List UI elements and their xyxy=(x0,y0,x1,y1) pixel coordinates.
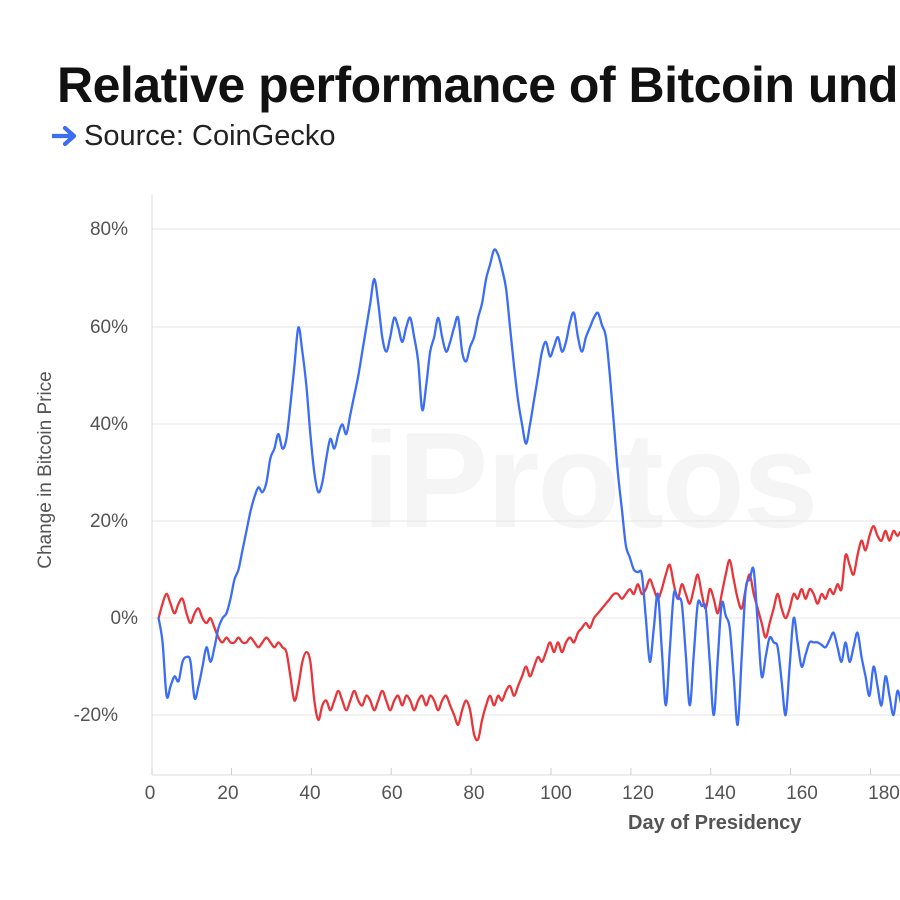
svg-text:iProtos: iProtos xyxy=(362,404,817,556)
